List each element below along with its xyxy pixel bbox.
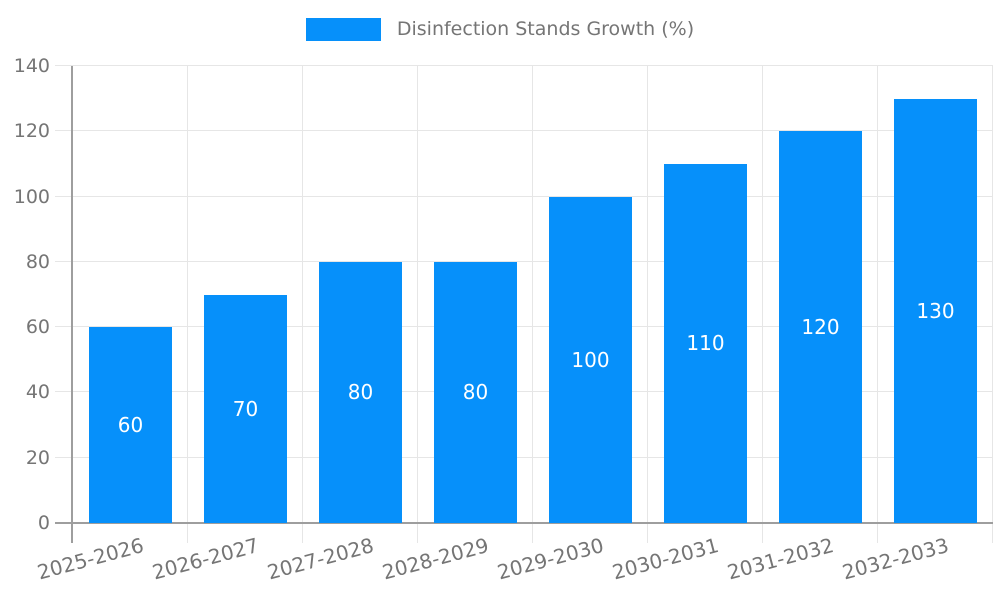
bar-value-label: 120 bbox=[801, 315, 840, 340]
gridline-vertical bbox=[992, 66, 993, 543]
y-axis-tick-label: 60 bbox=[25, 316, 50, 339]
bar-value-label: 80 bbox=[462, 380, 489, 405]
y-axis-tick-label: 80 bbox=[25, 250, 50, 273]
gridline-vertical bbox=[877, 66, 878, 543]
gridline-vertical bbox=[302, 66, 303, 543]
gridline-horizontal bbox=[55, 456, 993, 458]
x-axis-tick-label: 2027-2028 bbox=[265, 533, 377, 585]
x-axis-tick-label: 2025-2026 bbox=[35, 533, 147, 585]
gridline-vertical bbox=[187, 66, 188, 543]
legend-series-label: Disinfection Stands Growth (%) bbox=[396, 18, 695, 40]
x-axis-tick-label: 2032-2033 bbox=[840, 533, 952, 585]
gridline-vertical bbox=[647, 66, 648, 543]
y-axis-tick-label: 40 bbox=[25, 381, 50, 404]
bar-value-label: 130 bbox=[916, 298, 955, 323]
y-axis-tick-label: 100 bbox=[13, 185, 50, 208]
legend-color-swatch bbox=[305, 17, 381, 41]
chart-legend: Disinfection Stands Growth (%) bbox=[0, 14, 1000, 44]
gridline-horizontal bbox=[55, 391, 993, 393]
bar-2027-2028: 80 bbox=[319, 261, 402, 523]
x-axis-tick-label: 2028-2029 bbox=[380, 533, 492, 585]
gridline-vertical bbox=[417, 66, 418, 543]
bar-value-label: 80 bbox=[347, 380, 374, 405]
y-axis-tick-label: 0 bbox=[37, 512, 50, 534]
bar-2030-2031: 110 bbox=[664, 163, 747, 523]
y-axis-tick-label: 120 bbox=[13, 120, 50, 143]
x-axis-tick-label: 2026-2027 bbox=[150, 533, 262, 585]
y-axis-tick-label: 140 bbox=[13, 55, 50, 77]
gridline-horizontal bbox=[55, 326, 993, 328]
y-axis-tick-label: 20 bbox=[25, 446, 50, 469]
x-axis-tick-label: 2029-2030 bbox=[495, 533, 607, 585]
gridline-vertical bbox=[532, 66, 533, 543]
bar-2028-2029: 80 bbox=[434, 261, 517, 523]
gridline-vertical bbox=[762, 66, 763, 543]
bar-2026-2027: 70 bbox=[204, 294, 287, 523]
bar-2025-2026: 60 bbox=[89, 327, 172, 523]
x-axis-tick-label: 2030-2031 bbox=[610, 533, 722, 585]
bar-value-label: 70 bbox=[232, 396, 259, 421]
gridline-horizontal bbox=[55, 260, 993, 262]
gridline-horizontal bbox=[55, 130, 993, 132]
bar-value-label: 100 bbox=[571, 347, 610, 372]
x-axis-line bbox=[55, 522, 993, 524]
bar-value-label: 110 bbox=[686, 331, 725, 356]
bar-2029-2030: 100 bbox=[549, 196, 632, 523]
bar-value-label: 60 bbox=[117, 413, 144, 438]
gridline-horizontal bbox=[55, 65, 993, 66]
bar-2031-2032: 120 bbox=[779, 131, 862, 523]
y-axis-line bbox=[71, 66, 73, 543]
bar-2032-2033: 130 bbox=[894, 98, 977, 523]
gridline-horizontal bbox=[55, 195, 993, 197]
x-axis-tick-label: 2031-2032 bbox=[725, 533, 837, 585]
